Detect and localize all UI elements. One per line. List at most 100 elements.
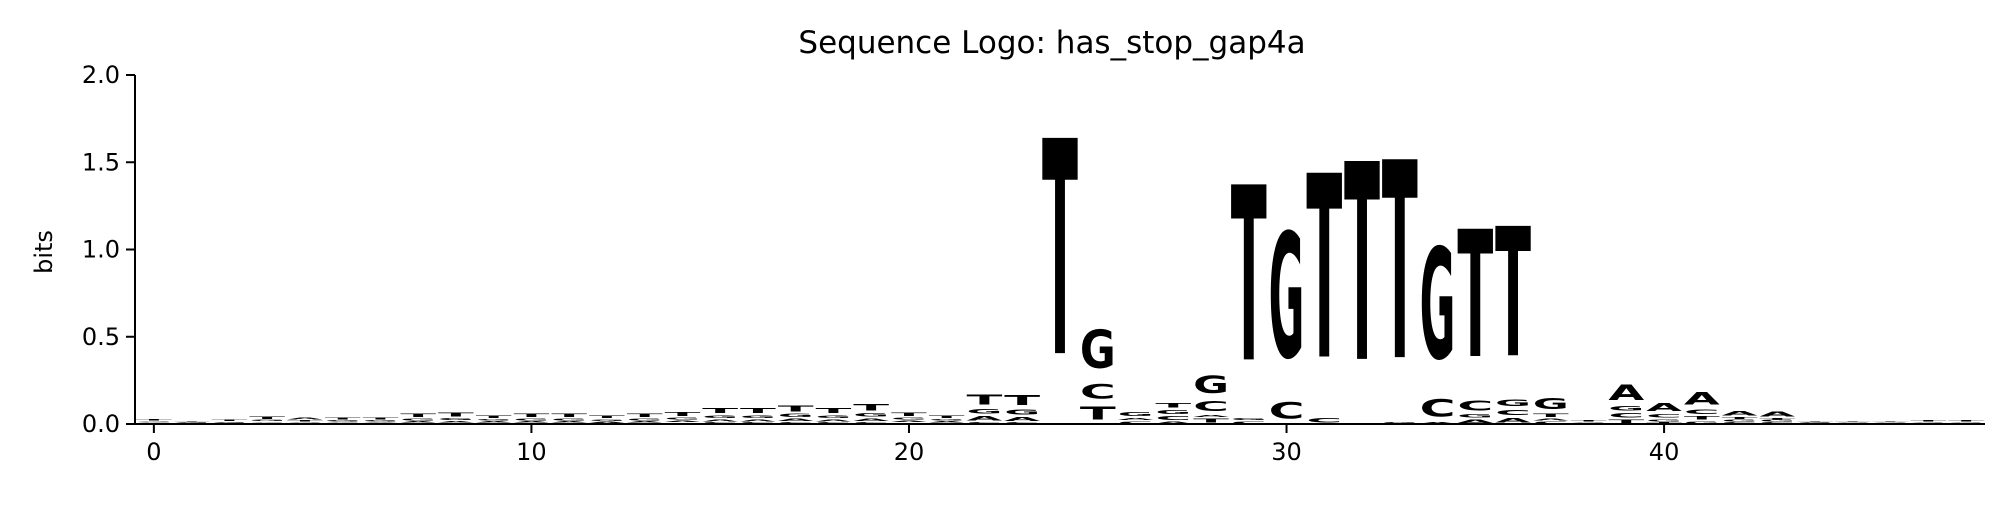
x-tick-label-0: 0 <box>146 438 161 466</box>
logo-letter-T-pos-23: T <box>1004 393 1040 409</box>
logo-letter-T-pos-7: T <box>400 413 437 418</box>
logo-letter-A-pos-10: A <box>513 421 550 423</box>
x-tick-label-3: 30 <box>1271 438 1302 466</box>
logo-letter-T-pos-12: T <box>589 415 626 419</box>
logo-letter-A-pos-9: A <box>476 421 513 423</box>
y-axis-title: bits <box>30 230 58 274</box>
logo-letter-G-pos-39: G <box>1608 405 1644 412</box>
logo-letter-A-pos-21: A <box>929 421 966 423</box>
logo-letter-T-pos-21: T <box>929 415 966 419</box>
logo-letter-T-pos-5: T <box>325 417 362 421</box>
logo-letter-A-pos-20: A <box>891 420 928 422</box>
logo-glyphs: ACGTACGTACGTACGTCGTAACGTCAGTCAGTCAGTCAGT… <box>136 80 1985 424</box>
logo-letter-G-pos-28: G <box>1193 371 1229 399</box>
logo-letter-A-pos-28: A <box>1193 414 1230 417</box>
logo-letter-T-pos-38: T <box>1571 420 1608 422</box>
logo-letter-T-pos-3: T <box>249 416 286 420</box>
logo-letter-A-pos-40: A <box>1646 401 1682 413</box>
logo-letter-T-pos-10: T <box>513 413 550 418</box>
x-tick-label-2: 20 <box>894 438 925 466</box>
logo-letter-C-pos-27: C <box>1155 415 1191 421</box>
logo-letter-C-pos-2: C <box>211 423 247 424</box>
logo-letter-T-pos-33: T <box>1382 107 1418 422</box>
logo-letter-G-pos-47: G <box>1910 422 1946 423</box>
logo-letter-G-pos-30: G <box>1269 198 1305 398</box>
logo-letter-G-pos-37: G <box>1533 395 1569 412</box>
logo-letter-C-pos-41: C <box>1684 409 1720 416</box>
logo-letter-A-pos-36: A <box>1495 417 1531 424</box>
logo-letter-A-pos-19: A <box>853 418 890 422</box>
logo-letter-T-pos-46: T <box>1873 421 1910 422</box>
logo-letter-T-pos-36: T <box>1495 191 1531 397</box>
logo-letter-A-pos-8: A <box>438 421 475 423</box>
logo-letter-G-pos-42: G <box>1722 420 1758 423</box>
logo-letter-G-pos-9: G <box>476 419 512 421</box>
logo-letter-A-pos-26: A <box>1118 417 1155 420</box>
logo-letter-C-pos-36: C <box>1495 409 1531 418</box>
logo-letter-T-pos-19: T <box>853 402 889 412</box>
logo-letter-C-pos-5: C <box>325 422 361 423</box>
logo-letter-T-pos-47: T <box>1910 420 1947 422</box>
logo-letter-T-pos-43: T <box>1759 418 1796 420</box>
logo-letter-T-pos-22: T <box>967 392 1003 408</box>
chart-title: Sequence Logo: has_stop_gap4a <box>798 25 1305 61</box>
logo-letter-G-pos-27: G <box>1155 409 1191 415</box>
logo-letter-C-pos-39: C <box>1608 412 1644 419</box>
logo-letter-A-pos-16: A <box>740 419 777 422</box>
logo-letter-T-pos-9: T <box>476 415 513 419</box>
logo-letter-T-pos-20: T <box>891 412 928 417</box>
logo-letter-T-pos-18: T <box>816 407 852 415</box>
logo-letter-A-pos-27: A <box>1155 421 1192 424</box>
logo-letter-A-pos-43: A <box>1759 410 1795 418</box>
logo-letter-G-pos-2: G <box>211 422 247 423</box>
logo-letter-C-pos-26: C <box>1118 421 1154 424</box>
logo-letter-T-pos-39: T <box>1608 419 1645 424</box>
logo-letter-T-pos-29: T <box>1231 137 1267 416</box>
logo-letter-C-pos-0: C <box>136 422 172 423</box>
logo-letter-C-pos-1: C <box>174 423 210 424</box>
logo-letter-A-pos-37: A <box>1533 418 1570 421</box>
logo-letter-G-pos-5: G <box>325 420 361 422</box>
y-tick-label-0: 0.0 <box>82 410 120 438</box>
logo-letter-G-pos-46: G <box>1873 422 1909 423</box>
logo-letter-G-pos-36: G <box>1495 398 1531 408</box>
logo-letter-A-pos-35: A <box>1457 419 1494 424</box>
logo-letter-C-pos-29: C <box>1231 421 1267 424</box>
logo-letter-G-pos-8: G <box>438 418 474 421</box>
y-tick-label-4: 2.0 <box>82 61 120 89</box>
logo-letter-T-pos-16: T <box>740 407 776 415</box>
logo-letter-G-pos-43: G <box>1759 420 1795 423</box>
logo-letter-G-pos-40: G <box>1646 419 1682 422</box>
logo-letter-G-pos-10: G <box>513 418 549 421</box>
logo-letter-G-pos-14: G <box>665 417 701 420</box>
logo-letter-A-pos-22: A <box>967 415 1003 422</box>
logo-letter-C-pos-44: C <box>1797 423 1833 424</box>
axes: 0.0 0.5 1.0 1.5 2.0 0 10 20 30 40 <box>82 61 1985 466</box>
logo-letter-T-pos-44: T <box>1797 420 1834 421</box>
logo-letter-T-pos-31: T <box>1306 123 1342 416</box>
logo-letter-T-pos-32: T <box>1344 109 1380 424</box>
y-tick-label-2: 1.0 <box>82 236 120 264</box>
logo-letter-G-pos-23: G <box>1004 409 1040 417</box>
x-tick-label-4: 40 <box>1649 438 1680 466</box>
logo-letter-G-pos-17: G <box>778 413 814 418</box>
logo-letter-A-pos-39: A <box>1608 381 1644 405</box>
logo-letter-A-pos-42: A <box>1722 410 1758 417</box>
logo-letter-G-pos-25: G <box>1080 320 1116 381</box>
logo-letter-G-pos-34: G <box>1420 218 1456 395</box>
logo-letter-A-pos-15: A <box>702 419 739 422</box>
logo-letter-A-pos-18: A <box>816 419 853 422</box>
logo-letter-C-pos-25: C <box>1080 380 1116 403</box>
logo-letter-G-pos-11: G <box>551 418 587 421</box>
logo-letter-T-pos-37: T <box>1533 413 1570 418</box>
logo-letter-T-pos-48: T <box>1948 420 1985 422</box>
logo-letter-A-pos-23: A <box>1004 416 1041 422</box>
logo-letter-G-pos-20: G <box>891 417 927 420</box>
x-tick-label-1: 10 <box>516 438 547 466</box>
logo-letter-T-pos-45: T <box>1835 421 1872 422</box>
y-tick-label-1: 0.5 <box>82 323 120 351</box>
logo-letter-G-pos-4: G <box>287 422 323 423</box>
logo-letter-G-pos-48: G <box>1948 422 1984 423</box>
logo-letter-C-pos-40: C <box>1646 414 1682 419</box>
logo-letter-C-pos-28: C <box>1193 399 1229 414</box>
